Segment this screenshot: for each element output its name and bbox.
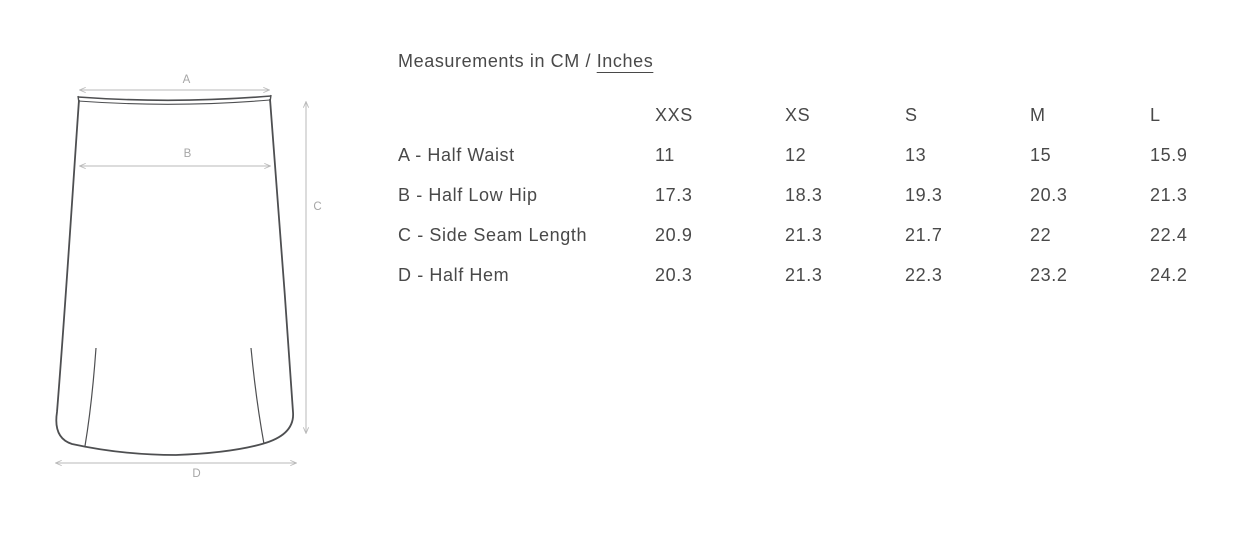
skirt-waistband-top — [77, 95, 272, 102]
row-label-side-seam-length: C - Side Seam Length — [398, 224, 588, 245]
column-header-xs: XS — [785, 104, 811, 125]
cell-value: 19.3 — [905, 184, 943, 205]
cell-value: 21.3 — [785, 264, 823, 285]
cell-value: 20.3 — [655, 264, 693, 285]
cell-value: 20.3 — [1030, 184, 1068, 205]
cell-value: 18.3 — [785, 184, 823, 205]
column-header-xxs: XXS — [655, 104, 693, 125]
dim-label-b: B — [184, 148, 193, 160]
column-header-l: L — [1150, 104, 1161, 125]
cell-value: 17.3 — [655, 184, 693, 205]
title-separator: / — [585, 51, 592, 71]
size-chart-table: XXS XS S M L A - Half Waist 11 12 13 15 … — [398, 95, 1252, 295]
cell-value: 21.3 — [1150, 184, 1188, 205]
skirt-outline — [55, 98, 294, 456]
table-row: A - Half Waist 11 12 13 15 15.9 — [398, 135, 1252, 175]
cell-value: 13 — [905, 144, 927, 165]
measurements-panel: Measurements in CM / Inches XXS XS S M L… — [398, 50, 1252, 295]
cell-value: 21.3 — [785, 224, 823, 245]
row-label-half-low-hip: B - Half Low Hip — [398, 184, 538, 205]
table-row: D - Half Hem 20.3 21.3 22.3 23.2 24.2 — [398, 255, 1252, 295]
cell-value: 22.4 — [1150, 224, 1188, 245]
skirt-waistband-seam — [77, 99, 271, 105]
cell-value: 22.3 — [905, 264, 943, 285]
skirt-diagram: A B C D — [0, 74, 322, 480]
skirt-waistband-left-edge — [77, 95, 80, 104]
size-header-row: XXS XS S M L — [398, 95, 1252, 135]
row-label-half-waist: A - Half Waist — [398, 144, 515, 165]
skirt-drape-line-right — [250, 347, 265, 445]
cell-value: 24.2 — [1150, 264, 1188, 285]
dim-label-d: D — [192, 468, 201, 480]
cell-value: 15.9 — [1150, 144, 1188, 165]
column-header-m: M — [1030, 104, 1046, 125]
skirt-waistband-right-edge — [269, 94, 272, 103]
row-label-half-hem: D - Half Hem — [398, 264, 510, 285]
dim-label-a: A — [183, 74, 192, 86]
skirt-drape-line-left — [84, 347, 97, 447]
unit-inches-toggle[interactable]: Inches — [596, 51, 654, 71]
table-row: B - Half Low Hip 17.3 18.3 19.3 20.3 21.… — [398, 175, 1252, 215]
cell-value: 15 — [1030, 144, 1052, 165]
table-row: C - Side Seam Length 20.9 21.3 21.7 22 2… — [398, 215, 1252, 255]
title-text: Measurements in — [398, 51, 546, 71]
unit-cm-toggle[interactable]: CM — [550, 51, 580, 71]
dim-label-c: C — [313, 201, 322, 213]
cell-value: 22 — [1030, 224, 1052, 245]
cell-value: 21.7 — [905, 224, 943, 245]
size-header-spacer — [398, 95, 655, 135]
cell-value: 12 — [785, 144, 807, 165]
cell-value: 11 — [655, 144, 675, 165]
column-header-s: S — [905, 104, 918, 125]
measurements-title: Measurements in CM / Inches — [398, 50, 1252, 72]
cell-value: 23.2 — [1030, 264, 1068, 285]
cell-value: 20.9 — [655, 224, 693, 245]
